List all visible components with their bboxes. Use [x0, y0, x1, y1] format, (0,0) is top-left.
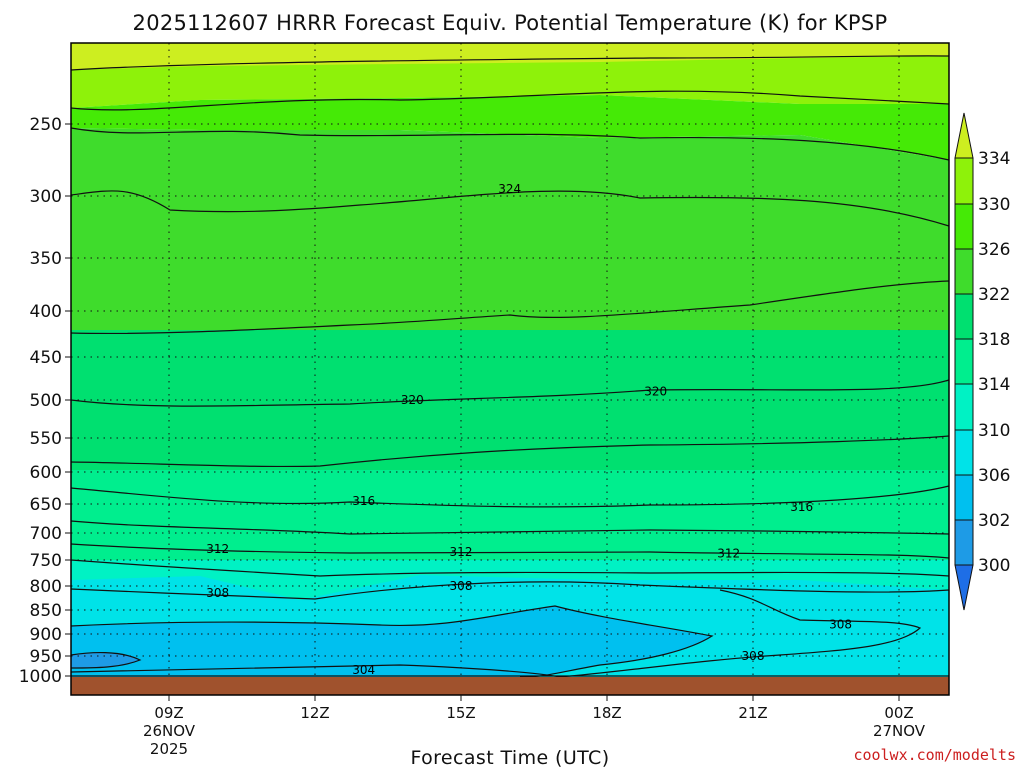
fill-band: [71, 330, 949, 470]
contour-label: 316: [790, 500, 813, 514]
colorbar-tick-label: 310: [978, 421, 1010, 441]
contour-label: 316: [352, 494, 375, 508]
plot-frame: [70, 42, 950, 696]
contour-line: [70, 190, 950, 227]
contour-label: 308: [450, 579, 473, 593]
contour-label: 320: [644, 384, 667, 398]
x-tick-label: 15Z: [446, 704, 475, 722]
contour-line: [70, 379, 950, 407]
colorbar-tick-label: 314: [978, 375, 1010, 395]
fill-band: [71, 43, 949, 70]
colorbar-tick-label: 306: [978, 466, 1010, 486]
contour-line: [70, 435, 950, 468]
contour-label: 304: [352, 663, 375, 677]
y-tick-label: 700: [30, 524, 62, 544]
y-tick-label: 250: [30, 115, 62, 135]
y-tick-label: 400: [30, 302, 62, 322]
contour-label: 312: [450, 545, 473, 559]
x-tick-date: 26NOV: [143, 722, 196, 740]
contour-line: [70, 605, 714, 678]
y-tick-label: 450: [30, 348, 62, 368]
gridlines: [71, 43, 949, 695]
chart-title: 2025112607 HRRR Forecast Equiv. Potentia…: [133, 11, 888, 35]
x-tick-date: 27NOV: [873, 722, 926, 740]
y-tick-label: 850: [30, 601, 62, 621]
colorbar-swatch: [954, 203, 974, 250]
colorbar-swatch: [954, 248, 974, 295]
x-tick-year: 2025: [150, 740, 188, 758]
colorbar-swatch: [954, 429, 974, 476]
x-tick-label: 12Z: [300, 704, 329, 722]
y-tick-label: 300: [30, 187, 62, 207]
contour-label: 308: [206, 586, 229, 600]
colorbar-tick-label: 334: [978, 149, 1010, 169]
contour-line: [70, 520, 950, 535]
y-tick-label: 650: [30, 495, 62, 515]
colorbar-swatch: [954, 338, 974, 385]
colorbar-swatch: [954, 383, 974, 431]
contour-line: [70, 543, 950, 559]
terrain-ground: [71, 677, 949, 695]
contour-label: 312: [206, 542, 229, 556]
y-axis: 250 300 350 400 450 500 550 600 650 700 750 800 850 9…: [19, 115, 71, 687]
fill-band: [71, 128, 949, 330]
colorbar-extend-low: [954, 564, 974, 611]
y-tick-label: 1000: [19, 667, 62, 687]
x-tick-label: 21Z: [738, 704, 767, 722]
colorbar-tick-label: 326: [978, 240, 1010, 260]
contour-label: 312: [717, 547, 740, 561]
colorbar-swatch: [954, 293, 974, 340]
contour-fill-bands: [71, 43, 949, 678]
contour-lines: [70, 55, 950, 678]
y-tick-label: 500: [30, 391, 62, 411]
contour-label: 308: [829, 617, 852, 631]
contour-labels: 324 320 320 316 316 312 312 312 308 308 308 308 304: [206, 182, 852, 677]
colorbar-swatch: [954, 157, 974, 205]
fill-band: [71, 652, 140, 668]
fill-band: [71, 56, 949, 108]
contour-line: [70, 559, 950, 577]
contour-label: 308: [742, 649, 765, 663]
contour-line: [70, 90, 950, 111]
x-tick-label: 18Z: [592, 704, 621, 722]
contour-line: [70, 55, 950, 71]
y-tick-label: 550: [30, 429, 62, 449]
y-tick-label: 900: [30, 625, 62, 645]
y-tick-label: 350: [30, 249, 62, 269]
contour-line: [559, 589, 922, 678]
y-tick-label: 800: [30, 577, 62, 597]
colorbar: 300 302 306 310 314 318 322 326 330 334: [954, 112, 1010, 611]
y-tick-label: 750: [30, 551, 62, 571]
fill-band: [71, 95, 949, 160]
contour-line: [70, 664, 561, 678]
colorbar-tick-label: 302: [978, 511, 1010, 531]
colorbar-tick-label: 330: [978, 195, 1010, 215]
y-tick-label: 600: [30, 463, 62, 483]
x-tick-label: 09Z: [154, 704, 183, 722]
colorbar-tick-label: 300: [978, 556, 1010, 576]
colorbar-tick-label: 318: [978, 330, 1010, 350]
x-axis-label: Forecast Time (UTC): [410, 747, 609, 768]
colorbar-swatch: [954, 474, 974, 521]
contour-line: [70, 280, 950, 335]
x-tick-label: 00Z: [884, 704, 913, 722]
contour-label: 324: [498, 182, 521, 196]
contour-line: [70, 651, 142, 669]
contour-line: [70, 485, 950, 508]
colorbar-extend-high: [954, 112, 974, 159]
colorbar-tick-label: 322: [978, 285, 1010, 305]
contour-label: 320: [401, 393, 424, 407]
y-tick-label: 950: [30, 647, 62, 667]
credit-link[interactable]: coolwx.com/modelts: [853, 746, 1016, 764]
fill-band: [71, 606, 712, 678]
contour-line: [70, 581, 950, 600]
contour-line: [70, 127, 950, 161]
colorbar-swatch: [954, 519, 974, 566]
